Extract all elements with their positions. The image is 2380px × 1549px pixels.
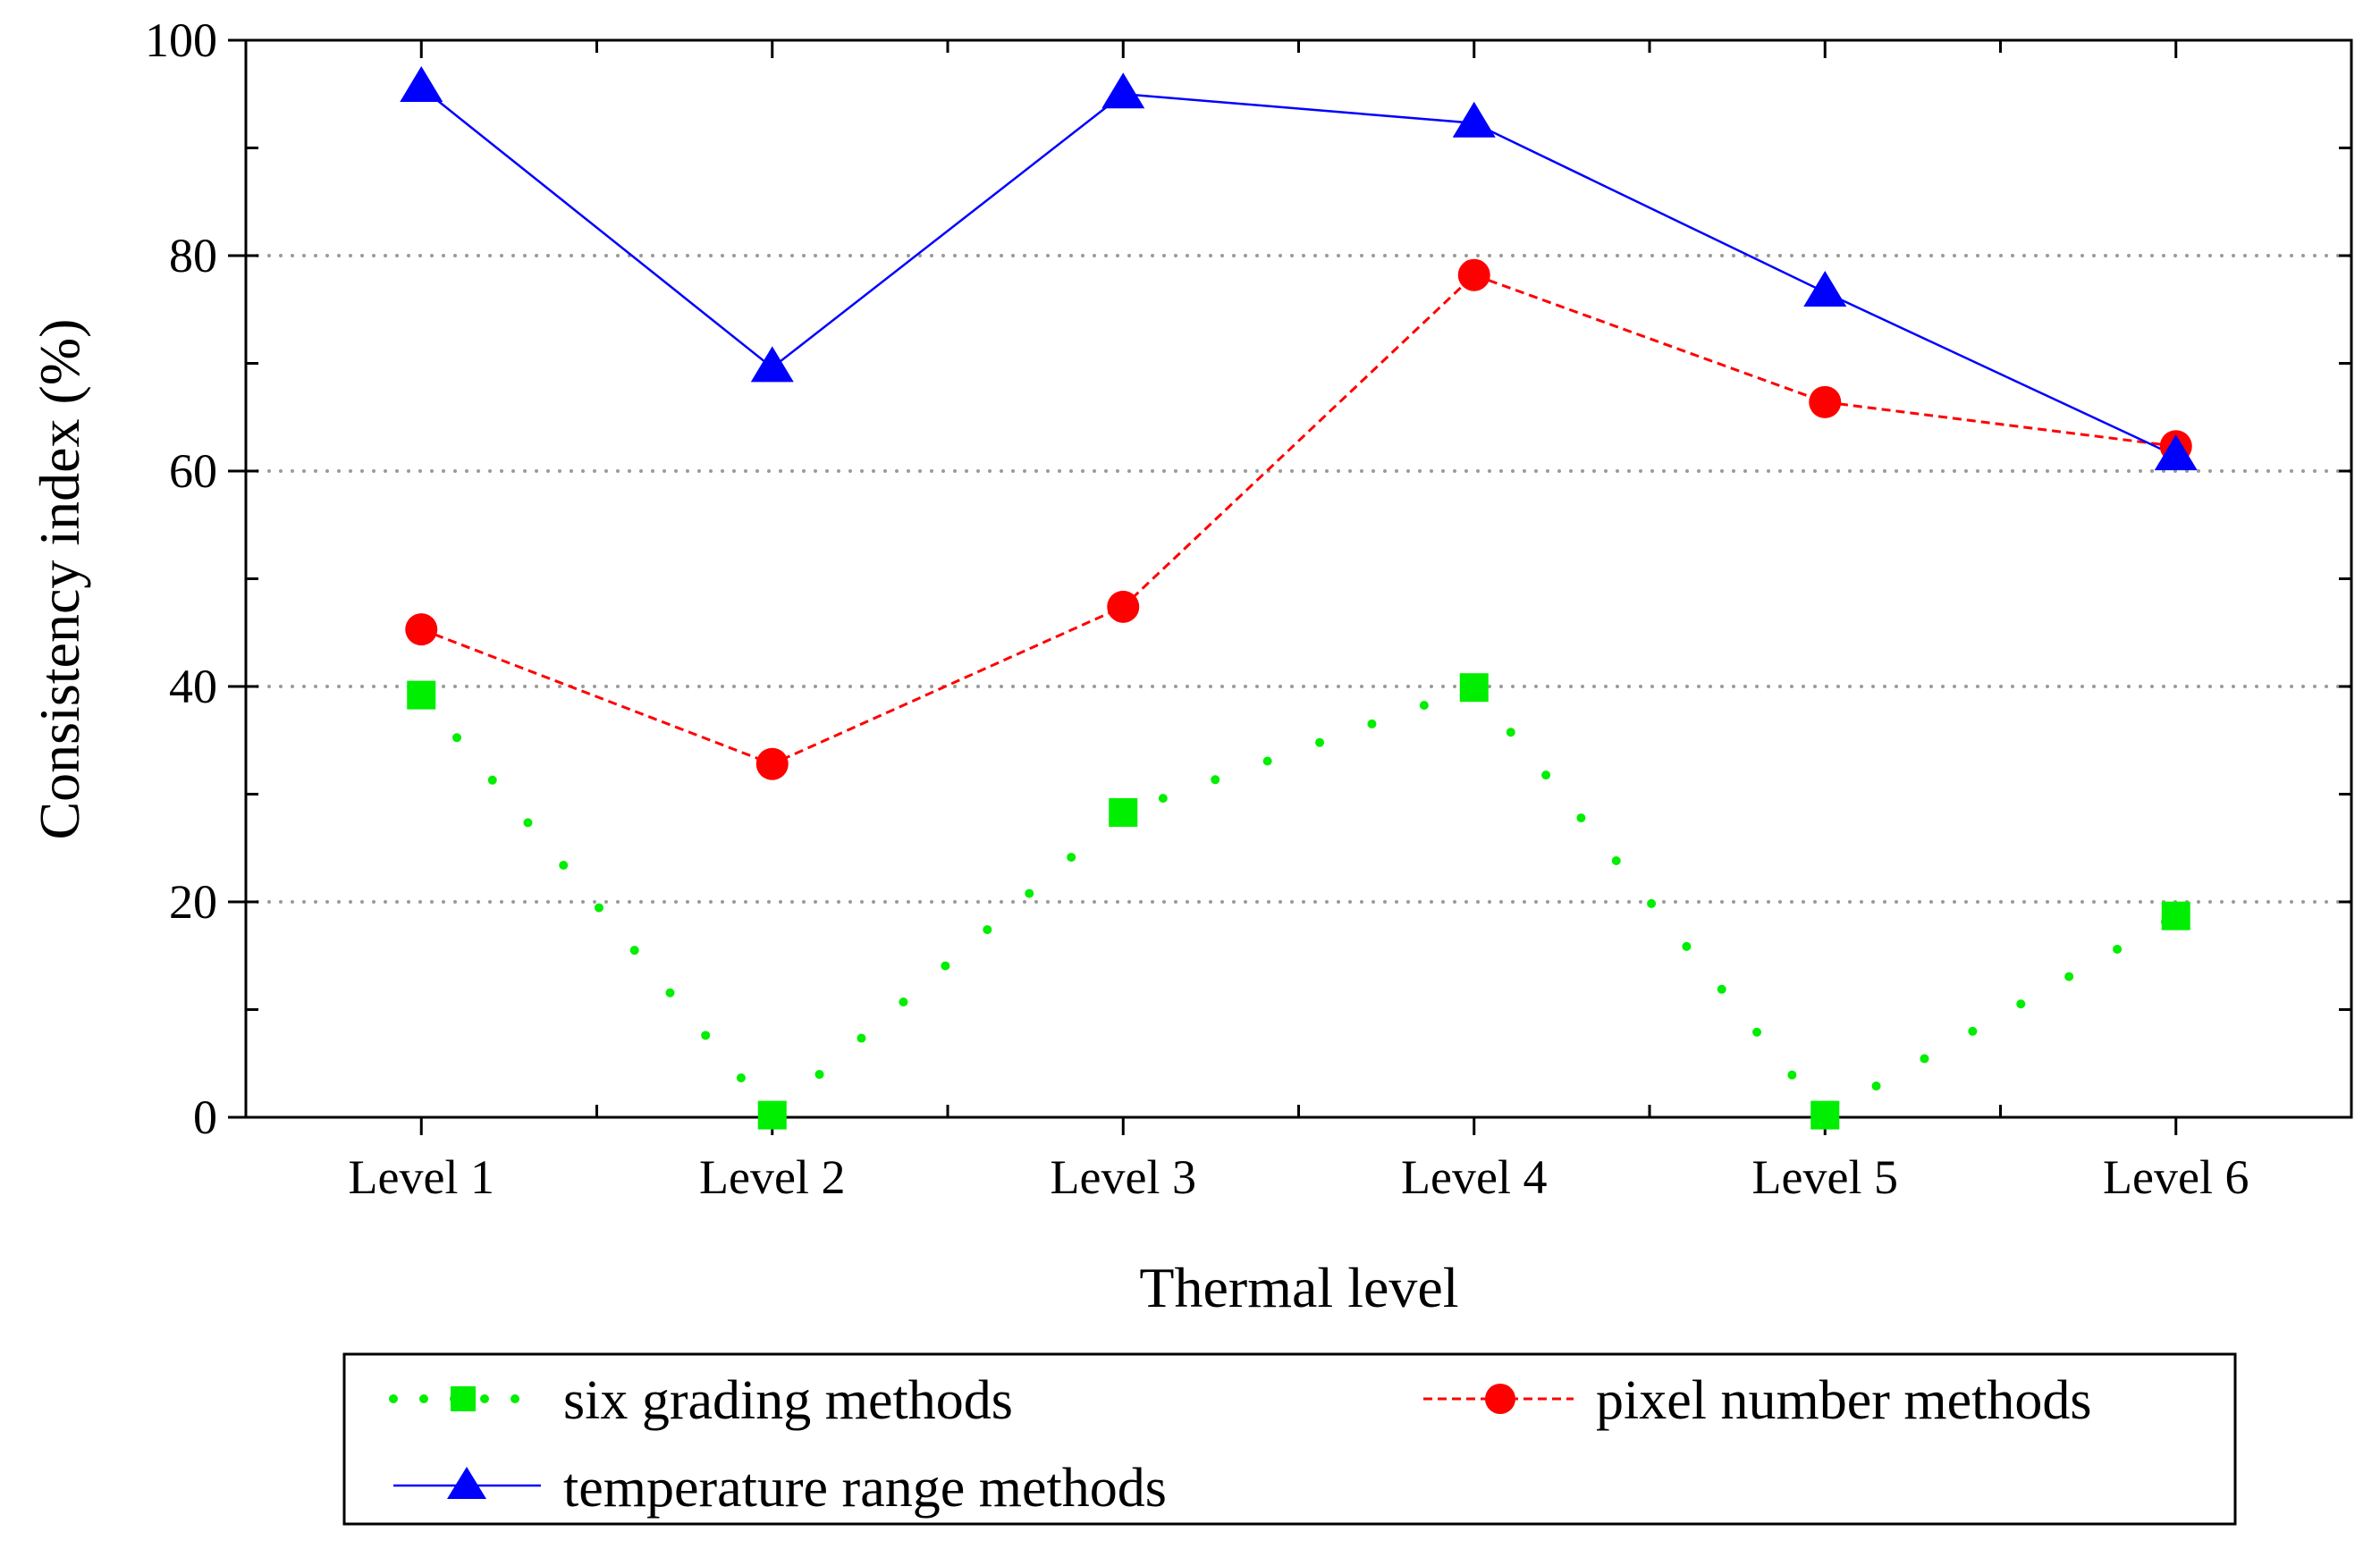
marker-temperature-range-methods-4 [1452,101,1496,138]
marker-temperature-range-methods-6 [2154,434,2198,471]
x-tick-label-level-1: Level 1 [349,1150,494,1204]
marker-temperature-range-methods-3 [1101,72,1145,109]
legend: six grading methods pixel number methods… [342,1352,2237,1526]
legend-label-six-grading: six grading methods [563,1370,1013,1431]
marker-six-grading-methods-2 [757,1100,787,1130]
marker-six-grading-methods-6 [2161,901,2190,930]
marker-six-grading-methods-5 [1810,1100,1840,1130]
y-tick-label-100: 100 [145,13,217,67]
marker-temperature-range-methods-2 [750,346,794,383]
y-axis-title: Consistency index (%) [28,319,91,840]
marker-pixel-number-methods-1 [405,613,438,646]
marker-six-grading-methods-1 [407,680,436,710]
y-axis-ticks: 0 20 40 60 80 100 [145,13,2351,1144]
legend-label-temperature-range: temperature range methods [563,1458,1167,1519]
y-tick-label-60: 60 [169,444,217,498]
legend-marker-six-grading [451,1386,476,1411]
series-line-temperature-range-methods [420,87,2177,458]
marker-six-grading-methods-3 [1109,797,1138,827]
legend-marker-temperature-range [447,1467,486,1499]
y-tick-label-0: 0 [193,1090,217,1144]
marker-pixel-number-methods-2 [755,747,789,780]
y-tick-label-40: 40 [169,660,217,713]
x-tick-label-level-6: Level 6 [2103,1150,2249,1204]
x-tick-label-level-4: Level 4 [1401,1150,1547,1204]
x-axis-title: Thermal level [1139,1256,1458,1319]
x-tick-label-level-3: Level 3 [1051,1150,1196,1204]
marker-pixel-number-methods-4 [1457,258,1490,291]
x-tick-label-level-2: Level 2 [699,1150,845,1204]
series-markers [400,66,2198,1130]
y-tick-label-80: 80 [169,229,217,282]
legend-label-pixel-number: pixel number methods [1596,1370,2091,1431]
x-tick-label-level-5: Level 5 [1752,1150,1898,1204]
marker-temperature-range-methods-1 [400,66,443,103]
legend-box [342,1352,2237,1526]
y-tick-label-20: 20 [169,875,217,929]
series-lines [417,87,2181,1122]
legend-marker-pixel-number [1485,1384,1515,1414]
marker-temperature-range-methods-5 [1803,270,1847,307]
marker-six-grading-methods-4 [1459,673,1489,703]
series-line-pixel-number-methods [420,273,2176,766]
marker-pixel-number-methods-3 [1107,590,1140,623]
plot-frame [244,38,2353,1119]
series-line-six-grading-methods [417,682,2181,1122]
gridlines [244,254,2353,904]
x-axis-ticks: Level 1 Level 2 Level 3 Level 4 Level 5 Level… [349,40,2249,1204]
marker-pixel-number-methods-5 [1809,385,1842,418]
